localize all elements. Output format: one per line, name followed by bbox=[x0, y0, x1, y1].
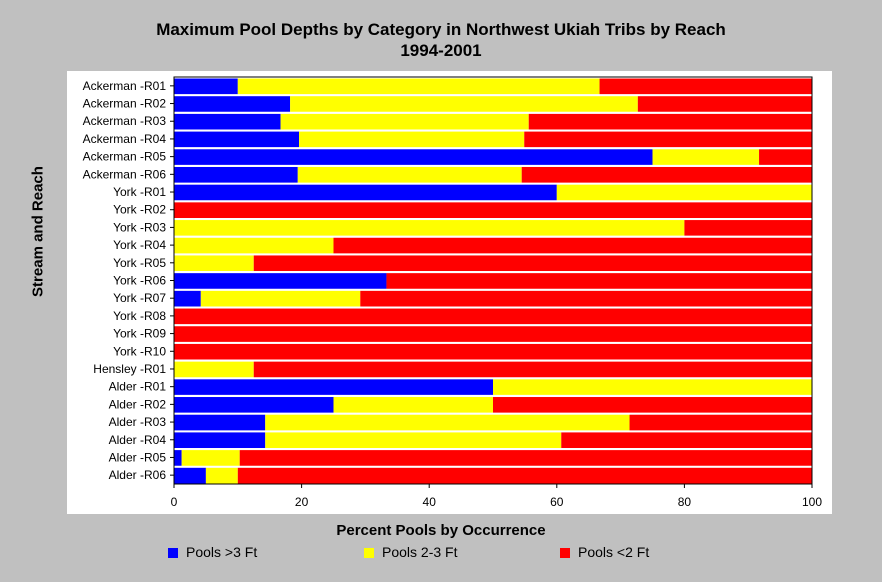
bar-shallow bbox=[333, 237, 812, 254]
bar-medium bbox=[333, 397, 493, 414]
bar-shallow bbox=[360, 290, 812, 308]
x-tick-label: 60 bbox=[550, 495, 564, 509]
bar-medium bbox=[174, 255, 254, 272]
bar-shallow bbox=[684, 220, 812, 237]
legend-swatch-medium bbox=[364, 548, 374, 559]
bar-deep bbox=[174, 290, 201, 308]
bar-medium bbox=[299, 131, 525, 148]
y-tick-label: Alder -R06 bbox=[109, 468, 167, 482]
bar-shallow bbox=[521, 166, 812, 184]
bar-deep bbox=[174, 467, 206, 484]
legend-item-medium: Pools 2-3 Ft bbox=[364, 544, 457, 560]
y-tick-label: Alder -R05 bbox=[109, 450, 167, 464]
y-tick-label: York -R02 bbox=[113, 203, 166, 217]
y-tick-label: Ackerman -R05 bbox=[83, 150, 167, 164]
x-tick-label: 80 bbox=[678, 495, 692, 509]
x-tick-label: 40 bbox=[423, 495, 437, 509]
bar-medium bbox=[174, 220, 685, 237]
chart-subtitle: 1994-2001 bbox=[400, 41, 482, 60]
bar-shallow bbox=[493, 397, 812, 414]
bar-deep bbox=[174, 397, 334, 414]
bar-shallow bbox=[599, 78, 812, 95]
x-axis-label: Percent Pools by Occurrence bbox=[336, 522, 546, 539]
x-tick-label: 100 bbox=[802, 495, 822, 509]
y-tick-label: York -R05 bbox=[113, 256, 166, 270]
y-tick-label: York -R09 bbox=[113, 327, 166, 341]
bar-shallow bbox=[629, 414, 812, 431]
bar-medium bbox=[297, 166, 522, 184]
bar-deep bbox=[174, 131, 300, 148]
bar-shallow bbox=[174, 326, 812, 343]
bar-medium bbox=[652, 149, 760, 166]
y-tick-label: Ackerman -R04 bbox=[83, 132, 167, 146]
y-tick-label: York -R06 bbox=[113, 274, 166, 288]
y-tick-label: Alder -R03 bbox=[109, 415, 167, 429]
x-tick-label: 20 bbox=[295, 495, 309, 509]
bar-deep bbox=[174, 149, 653, 166]
y-tick-label: Ackerman -R02 bbox=[83, 97, 167, 111]
bar-deep bbox=[174, 78, 238, 95]
bar-shallow bbox=[386, 273, 812, 290]
bar-deep bbox=[174, 379, 493, 396]
x-tick-label: 0 bbox=[171, 495, 178, 509]
bar-shallow bbox=[528, 113, 812, 131]
bar-medium bbox=[200, 290, 361, 308]
bar-shallow bbox=[637, 96, 812, 113]
bar-medium bbox=[556, 184, 812, 201]
y-tick-label: York -R07 bbox=[113, 291, 166, 305]
legend-swatch-shallow bbox=[560, 548, 570, 559]
bar-medium bbox=[290, 96, 638, 113]
y-tick-label: Alder -R01 bbox=[109, 380, 167, 394]
legend-label-deep: Pools >3 Ft bbox=[186, 544, 258, 560]
bar-shallow bbox=[237, 467, 813, 484]
bar-medium bbox=[265, 414, 630, 431]
bar-deep bbox=[174, 273, 387, 290]
bar-shallow bbox=[759, 149, 812, 166]
bar-shallow bbox=[561, 432, 812, 449]
bar-medium bbox=[174, 237, 334, 254]
bar-medium bbox=[174, 361, 254, 378]
bar-deep bbox=[174, 96, 291, 113]
y-tick-label: York -R01 bbox=[113, 185, 166, 199]
bar-deep bbox=[174, 414, 266, 431]
bar-shallow bbox=[239, 450, 813, 467]
legend-swatch-deep bbox=[168, 548, 178, 559]
bar-medium bbox=[265, 432, 562, 449]
plot-border bbox=[173, 76, 813, 485]
bar-shallow bbox=[174, 308, 812, 325]
bar-shallow bbox=[174, 343, 812, 361]
bar-shallow bbox=[253, 255, 812, 272]
bar-deep bbox=[174, 113, 281, 131]
legend-item-deep: Pools >3 Ft bbox=[168, 544, 257, 560]
y-tick-label: York -R03 bbox=[113, 220, 166, 234]
bar-shallow bbox=[253, 361, 812, 378]
y-tick-label: Ackerman -R03 bbox=[83, 114, 167, 128]
bar-medium bbox=[205, 467, 238, 484]
legend-label-medium: Pools 2-3 Ft bbox=[382, 544, 458, 560]
legend-item-shallow: Pools <2 Ft bbox=[560, 544, 649, 560]
bar-medium bbox=[493, 379, 812, 396]
bar-shallow bbox=[524, 131, 812, 148]
y-tick-label: York -R04 bbox=[113, 238, 166, 252]
bar-deep bbox=[174, 184, 557, 201]
y-axis-label: Stream and Reach bbox=[29, 166, 47, 297]
legend-label-shallow: Pools <2 Ft bbox=[578, 544, 650, 560]
y-tick-label: York -R08 bbox=[113, 309, 166, 323]
y-tick-label: Ackerman -R01 bbox=[83, 79, 167, 93]
bar-shallow bbox=[174, 202, 812, 219]
bar-deep bbox=[174, 432, 266, 449]
y-tick-label: York -R10 bbox=[113, 344, 166, 358]
y-tick-label: Alder -R02 bbox=[109, 397, 167, 411]
y-tick-label: Hensley -R01 bbox=[93, 362, 166, 376]
bar-medium bbox=[280, 113, 529, 131]
bar-medium bbox=[181, 450, 240, 467]
bar-medium bbox=[237, 78, 600, 95]
y-tick-label: Alder -R04 bbox=[109, 433, 167, 447]
y-tick-label: Ackerman -R06 bbox=[83, 167, 167, 181]
bar-deep bbox=[174, 166, 298, 184]
bar-deep bbox=[174, 450, 182, 467]
chart-title: Maximum Pool Depths by Category in North… bbox=[156, 20, 726, 39]
